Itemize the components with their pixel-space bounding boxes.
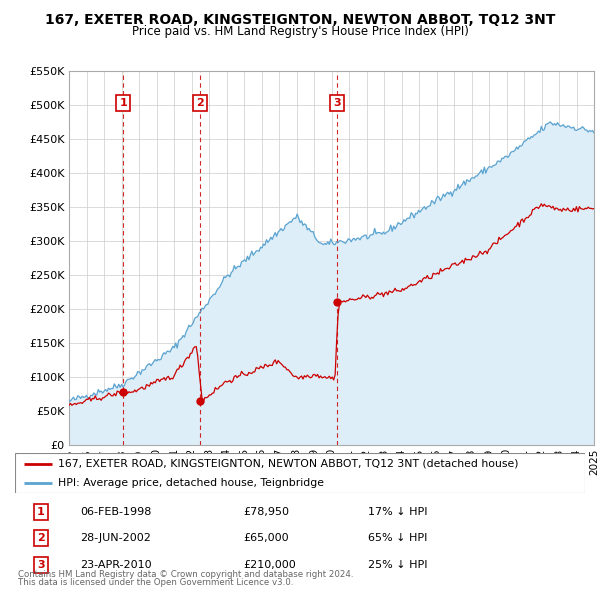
Text: 2: 2 — [37, 533, 44, 543]
Text: 23-APR-2010: 23-APR-2010 — [80, 560, 152, 570]
Text: 1: 1 — [119, 98, 127, 107]
Text: £65,000: £65,000 — [243, 533, 289, 543]
Text: 06-FEB-1998: 06-FEB-1998 — [80, 507, 152, 517]
Text: 1: 1 — [37, 507, 44, 517]
Text: 17% ↓ HPI: 17% ↓ HPI — [368, 507, 428, 517]
Text: 28-JUN-2002: 28-JUN-2002 — [80, 533, 151, 543]
Text: £210,000: £210,000 — [243, 560, 296, 570]
Text: HPI: Average price, detached house, Teignbridge: HPI: Average price, detached house, Teig… — [58, 478, 324, 487]
Text: 25% ↓ HPI: 25% ↓ HPI — [368, 560, 428, 570]
Text: 65% ↓ HPI: 65% ↓ HPI — [368, 533, 428, 543]
Text: 3: 3 — [37, 560, 44, 570]
Text: £78,950: £78,950 — [243, 507, 289, 517]
Text: Price paid vs. HM Land Registry's House Price Index (HPI): Price paid vs. HM Land Registry's House … — [131, 25, 469, 38]
Text: 2: 2 — [196, 98, 204, 107]
Text: 3: 3 — [333, 98, 341, 107]
Text: 167, EXETER ROAD, KINGSTEIGNTON, NEWTON ABBOT, TQ12 3NT: 167, EXETER ROAD, KINGSTEIGNTON, NEWTON … — [45, 13, 555, 27]
Text: Contains HM Land Registry data © Crown copyright and database right 2024.: Contains HM Land Registry data © Crown c… — [18, 571, 353, 579]
Text: 167, EXETER ROAD, KINGSTEIGNTON, NEWTON ABBOT, TQ12 3NT (detached house): 167, EXETER ROAD, KINGSTEIGNTON, NEWTON … — [58, 459, 518, 469]
FancyBboxPatch shape — [15, 453, 585, 493]
Text: This data is licensed under the Open Government Licence v3.0.: This data is licensed under the Open Gov… — [18, 578, 293, 587]
